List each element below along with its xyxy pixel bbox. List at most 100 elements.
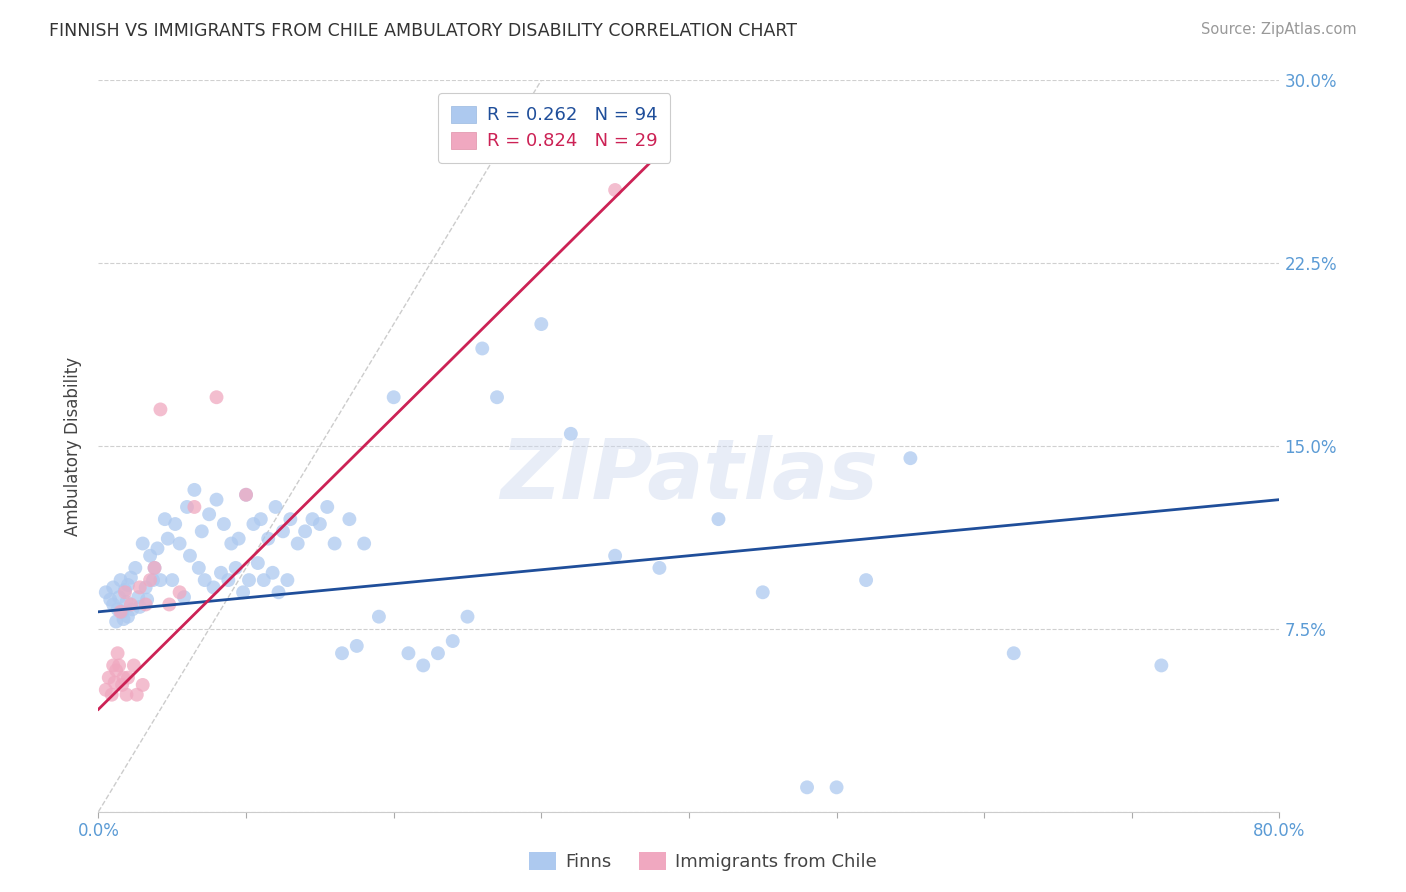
Point — [205, 390, 228, 404]
Point — [125, 688, 148, 702]
Point — [117, 671, 139, 685]
Point — [121, 602, 143, 616]
Point — [110, 605, 132, 619]
Point — [103, 658, 125, 673]
Point — [103, 581, 125, 595]
Point — [900, 451, 922, 466]
Point — [346, 639, 368, 653]
Text: ZIPatlas: ZIPatlas — [501, 434, 877, 516]
Point — [194, 573, 217, 587]
Point — [110, 573, 132, 587]
Point — [246, 556, 269, 570]
Point — [1150, 658, 1173, 673]
Point — [100, 688, 122, 702]
Point — [169, 536, 191, 550]
Point — [120, 598, 142, 612]
Point — [264, 500, 287, 514]
Point — [112, 671, 135, 685]
Point — [149, 402, 172, 417]
Point — [103, 598, 125, 612]
Point — [111, 605, 134, 619]
Point — [112, 612, 135, 626]
Point — [153, 512, 176, 526]
Point — [114, 585, 136, 599]
Point — [176, 500, 198, 514]
Point — [122, 658, 145, 673]
Point — [242, 516, 264, 531]
Point — [198, 508, 221, 522]
Point — [309, 516, 332, 531]
Point — [146, 541, 169, 556]
Point — [605, 183, 627, 197]
Point — [111, 678, 134, 692]
Point — [117, 609, 139, 624]
Point — [855, 573, 877, 587]
Point — [127, 590, 149, 604]
Point — [107, 602, 129, 616]
Point — [105, 663, 128, 677]
Point — [132, 536, 155, 550]
Point — [530, 317, 553, 331]
Point — [235, 488, 257, 502]
Point — [217, 573, 239, 587]
Point — [212, 516, 235, 531]
Point — [156, 532, 179, 546]
Point — [115, 688, 138, 702]
Point — [97, 671, 120, 685]
Point — [179, 549, 201, 563]
Point — [276, 573, 298, 587]
Point — [124, 561, 146, 575]
Point — [707, 512, 730, 526]
Point — [368, 609, 391, 624]
Point — [107, 646, 129, 660]
Point — [235, 488, 257, 502]
Point — [238, 573, 260, 587]
Text: FINNISH VS IMMIGRANTS FROM CHILE AMBULATORY DISABILITY CORRELATION CHART: FINNISH VS IMMIGRANTS FROM CHILE AMBULAT… — [49, 22, 797, 40]
Point — [120, 571, 142, 585]
Point — [202, 581, 225, 595]
Point — [267, 585, 290, 599]
Point — [287, 536, 309, 550]
Point — [271, 524, 294, 539]
Point — [471, 342, 494, 356]
Legend: R = 0.262   N = 94, R = 0.824   N = 29: R = 0.262 N = 94, R = 0.824 N = 29 — [439, 93, 671, 163]
Point — [221, 536, 243, 550]
Point — [280, 512, 302, 526]
Point — [205, 492, 228, 507]
Point — [825, 780, 848, 795]
Point — [183, 500, 205, 514]
Point — [648, 561, 671, 575]
Point — [139, 573, 162, 587]
Point — [165, 516, 187, 531]
Point — [253, 573, 276, 587]
Y-axis label: Ambulatory Disability: Ambulatory Disability — [65, 357, 83, 535]
Point — [257, 532, 280, 546]
Point — [108, 590, 131, 604]
Point — [228, 532, 250, 546]
Point — [105, 615, 128, 629]
Point — [98, 592, 121, 607]
Point — [209, 566, 232, 580]
Point — [108, 658, 131, 673]
Point — [191, 524, 214, 539]
Point — [128, 581, 150, 595]
Point — [135, 581, 157, 595]
Point — [187, 561, 209, 575]
Point — [232, 585, 254, 599]
Point — [294, 524, 316, 539]
Point — [796, 780, 818, 795]
Legend: Finns, Immigrants from Chile: Finns, Immigrants from Chile — [522, 846, 884, 879]
Point — [1002, 646, 1025, 660]
Point — [139, 549, 162, 563]
Point — [250, 512, 273, 526]
Text: Source: ZipAtlas.com: Source: ZipAtlas.com — [1201, 22, 1357, 37]
Point — [173, 590, 195, 604]
Point — [353, 536, 375, 550]
Point — [301, 512, 323, 526]
Point — [128, 599, 150, 614]
Point — [157, 598, 180, 612]
Point — [143, 561, 166, 575]
Point — [382, 390, 405, 404]
Point — [427, 646, 450, 660]
Point — [104, 675, 127, 690]
